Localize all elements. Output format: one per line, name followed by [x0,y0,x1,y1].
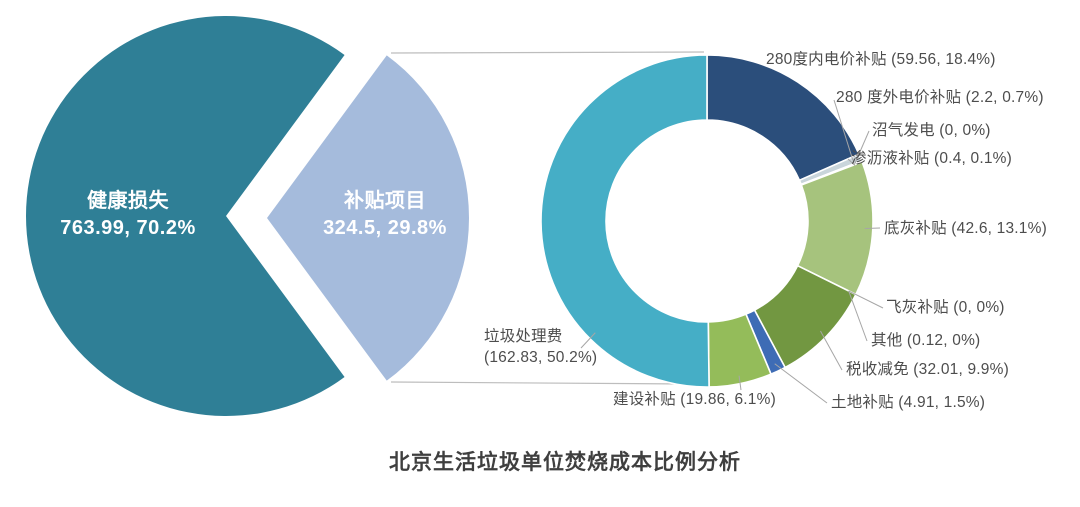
leader-line-land-subsidy [774,363,828,404]
waste-treatment-fee-value: (162.83, 50.2%) [484,349,598,366]
pie-slice-health-loss [25,16,345,417]
leader-line-biogas-power [854,130,870,165]
label-construction-subsidy: 建设补贴 (19.86, 6.1%) [613,391,776,408]
subsidy-items-name: 补贴项目 [344,190,426,212]
leader-line-fly-ash-subsidy [848,290,884,309]
chart-title: 北京生活垃圾单位焚烧成本比例分析 [389,451,741,474]
label-price-subsidy-beyond-280: 280 度外电价补贴 (2.2, 0.7%) [836,89,1044,106]
expansion-connector-line-top [390,51,705,54]
label-bottom-ash-subsidy: 底灰补贴 (42.6, 13.1%) [884,220,1047,237]
pie-slice-subsidy-items [267,55,469,381]
label-biogas-power: 沼气发电 (0, 0%) [872,122,991,139]
leader-line-construction-subsidy [738,375,742,391]
leader-line-leachate-subsidy [847,158,856,166]
health-loss-name: 健康损失 [87,190,169,212]
donut-segment-price-subsidy-within-280 [706,54,860,182]
label-price-subsidy-within-280: 280度内电价补贴 (59.56, 18.4%) [766,51,996,68]
leader-line-waste-treatment-fee [580,332,596,349]
leader-line-tax-relief [820,330,843,371]
expansion-connector-line-bottom [390,381,688,385]
label-land-subsidy: 土地补贴 (4.91, 1.5%) [831,394,986,411]
label-leachate-subsidy: 渗沥液补贴 (0.4, 0.1%) [851,150,1013,167]
leader-line-price-subsidy-beyond-280 [833,99,854,161]
label-other: 其他 (0.12, 0%) [871,332,981,349]
leader-line-other [848,290,868,342]
donut-segment-waste-treatment-fee [540,54,710,388]
subsidy-items-value: 324.5, 29.8% [323,217,447,239]
label-fly-ash-subsidy: 飞灰补贴 (0, 0%) [886,299,1005,316]
label-health-loss: 健康损失 763.99, 70.2% [18,188,238,242]
label-waste-treatment-fee: 垃圾处理费 (162.83, 50.2%) [484,326,597,368]
label-tax-relief: 税收减免 (32.01, 9.9%) [846,361,1009,378]
waste-treatment-fee-name: 垃圾处理费 [484,328,563,345]
label-subsidy-items: 补贴项目 324.5, 29.8% [275,188,495,242]
health-loss-value: 763.99, 70.2% [60,217,196,239]
